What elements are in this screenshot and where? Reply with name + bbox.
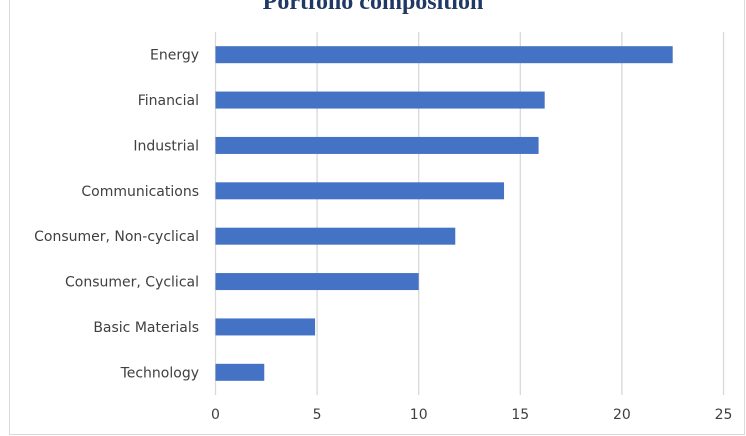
category-label: Financial bbox=[138, 93, 199, 109]
bar-industrial bbox=[215, 136, 539, 154]
category-labels: Energy Financial Industrial Communications C… bbox=[34, 48, 199, 382]
bar-energy bbox=[215, 46, 673, 64]
x-tick-label: 25 bbox=[715, 407, 733, 423]
category-label: Consumer, Non-cyclical bbox=[34, 229, 199, 245]
chart-title: Portfolio composition bbox=[262, 0, 484, 15]
bar-basic-materials bbox=[215, 318, 316, 336]
bar-technology bbox=[215, 363, 265, 381]
bar-consumer-non-cyclical bbox=[215, 227, 456, 245]
bar-financial bbox=[215, 91, 545, 109]
bar-communications bbox=[215, 182, 505, 200]
bars bbox=[215, 46, 673, 381]
category-label: Communications bbox=[81, 184, 199, 200]
x-tick-label: 10 bbox=[410, 407, 428, 423]
x-tick-label: 0 bbox=[211, 407, 220, 423]
gridlines bbox=[214, 32, 725, 395]
bar-consumer-cyclical bbox=[215, 273, 419, 291]
category-label: Consumer, Cyclical bbox=[65, 275, 199, 291]
category-label: Technology bbox=[120, 365, 199, 381]
category-label: Industrial bbox=[133, 138, 199, 154]
x-tick-label: 15 bbox=[511, 407, 529, 423]
x-tick-label: 5 bbox=[313, 407, 322, 423]
category-label: Basic Materials bbox=[93, 320, 199, 336]
category-label: Energy bbox=[150, 48, 199, 64]
x-tick-label: 20 bbox=[613, 407, 631, 423]
x-axis-tick-labels: 0 5 10 15 20 25 bbox=[211, 407, 732, 423]
